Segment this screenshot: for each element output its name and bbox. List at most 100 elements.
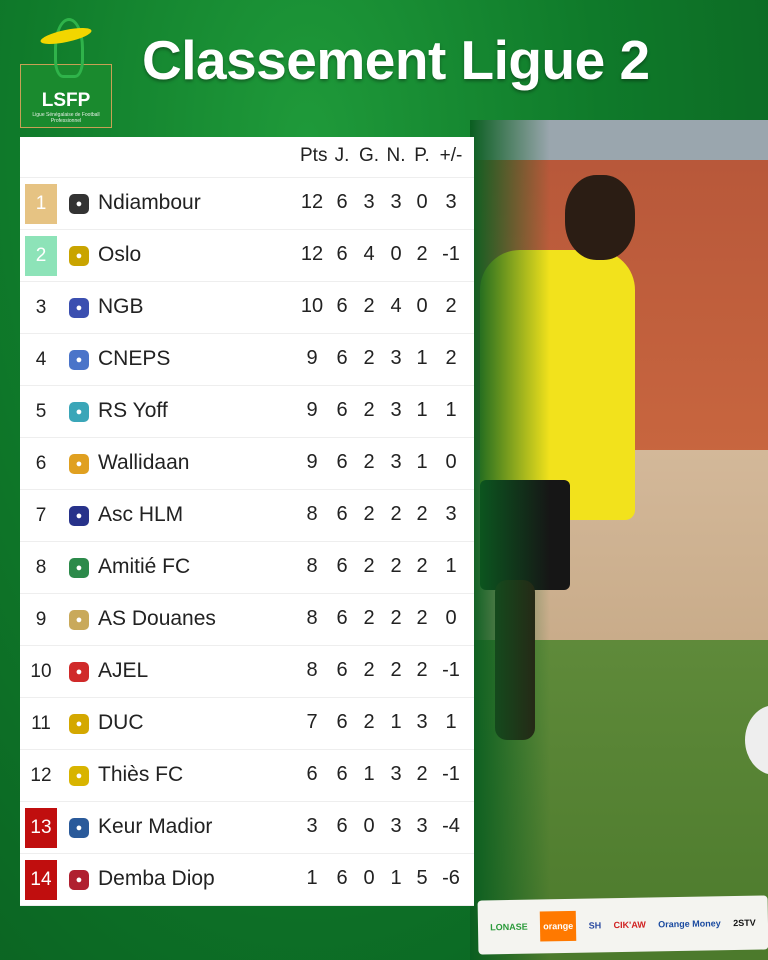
stat-cell: 3 <box>390 451 402 473</box>
stat-cell: 2 <box>390 555 402 577</box>
stat-cell: 6 <box>336 347 348 369</box>
team-crest-icon: ● <box>69 818 89 838</box>
stat-cell: 2 <box>416 763 428 785</box>
stat-cell: 0 <box>363 815 375 837</box>
team-name: Keur Madior <box>98 815 213 838</box>
rank: 8 <box>35 557 47 578</box>
team-crest-icon: ● <box>69 714 89 734</box>
stat-cell: 2 <box>363 347 375 369</box>
rank: 10 <box>30 661 52 682</box>
stat-cell: 3 <box>390 815 402 837</box>
table-row: 2 ● Oslo 12 6 4 0 2 -1 <box>20 230 474 282</box>
stat-cell: 6 <box>336 555 348 577</box>
stat-cell: 12 <box>300 191 324 213</box>
stat-cell: 2 <box>416 243 428 265</box>
stat-cell: 3 <box>390 763 402 785</box>
table-row: 9 ● AS Douanes 8 6 2 2 2 0 <box>20 594 474 646</box>
stat-cell: 6 <box>336 659 348 681</box>
team-crest-icon: ● <box>69 610 89 630</box>
table-row: 8 ● Amitié FC 8 6 2 2 2 1 <box>20 542 474 594</box>
stat-cell: 1 <box>416 451 428 473</box>
rank: 9 <box>35 609 47 630</box>
stat-cell: 4 <box>363 243 375 265</box>
team-name: AJEL <box>98 659 149 682</box>
stat-cell: 2 <box>363 711 375 733</box>
stat-cell: 3 <box>416 815 428 837</box>
team-crest-icon: ● <box>69 350 89 370</box>
stat-cell: -1 <box>442 659 460 681</box>
stat-cell: 2 <box>363 503 375 525</box>
table-row: 11 ● DUC 7 6 2 1 3 1 <box>20 698 474 750</box>
table-row: 5 ● RS Yoff 9 6 2 3 1 1 <box>20 386 474 438</box>
stat-cell: 6 <box>336 711 348 733</box>
sponsor-logo: orange <box>539 910 577 942</box>
rank: 13 <box>25 808 57 848</box>
rank: 11 <box>31 713 51 734</box>
sponsor-logo: Orange Money <box>658 918 721 930</box>
stat-cell: 1 <box>416 347 428 369</box>
stat-cell: 3 <box>306 815 318 837</box>
stat-cell: 6 <box>336 191 348 213</box>
stat-cell: 2 <box>363 399 375 421</box>
table-row: 4 ● CNEPS 9 6 2 3 1 2 <box>20 334 474 386</box>
stat-cell: 4 <box>390 295 402 317</box>
lsfp-logo: LSFP Ligue Sénégalaise de Football Profe… <box>20 16 112 128</box>
team-crest-icon: ● <box>69 454 89 474</box>
stat-cell: 12 <box>300 243 324 265</box>
stat-cell: 2 <box>390 659 402 681</box>
team-crest-icon: ● <box>69 766 89 786</box>
standings-table: Pts J. G. N. P. +/- 1 ● Ndiambour 12 6 3 3 0 3 2 ● Oslo 1… <box>20 137 474 906</box>
team-name: NGB <box>98 295 144 318</box>
stat-cell: 5 <box>416 867 428 889</box>
sponsor-logo: SH <box>588 920 602 931</box>
stat-cell: 0 <box>363 867 375 889</box>
stat-cell: 0 <box>416 191 428 213</box>
table-row: 6 ● Wallidaan 9 6 2 3 1 0 <box>20 438 474 490</box>
stat-cell: 3 <box>390 399 402 421</box>
stat-cell: 2 <box>363 295 375 317</box>
rank: 6 <box>35 453 47 474</box>
team-crest-icon: ● <box>69 870 89 890</box>
stat-cell: 10 <box>300 295 324 317</box>
stat-cell: 6 <box>306 763 318 785</box>
sponsor-banner: LONASE orange SH CIK'AW Orange Money 2STV <box>477 895 768 955</box>
stat-cell: 8 <box>306 555 318 577</box>
team-name: Asc HLM <box>98 503 184 526</box>
stat-cell: 2 <box>416 503 428 525</box>
team-crest-icon: ● <box>69 506 89 526</box>
stat-cell: 0 <box>390 243 402 265</box>
column-header: P. <box>414 145 430 166</box>
team-name: Ndiambour <box>98 191 201 214</box>
team-name: Thiès FC <box>98 763 184 786</box>
stat-cell: 2 <box>363 555 375 577</box>
team-crest-icon: ● <box>69 194 89 214</box>
stat-cell: 3 <box>363 191 375 213</box>
stat-cell: 1 <box>363 763 375 785</box>
stat-cell: 6 <box>336 815 348 837</box>
rank: 1 <box>25 184 57 224</box>
stat-cell: 1 <box>306 867 318 889</box>
table-row: 7 ● Asc HLM 8 6 2 2 2 3 <box>20 490 474 542</box>
stat-cell: 3 <box>416 711 428 733</box>
stat-cell: 8 <box>306 503 318 525</box>
stat-cell: 2 <box>390 607 402 629</box>
sponsor-logo: CIK'AW <box>613 919 646 931</box>
team-name: AS Douanes <box>98 607 216 630</box>
stat-cell: 2 <box>363 659 375 681</box>
stat-cell: 3 <box>390 347 402 369</box>
column-header: N. <box>386 145 406 166</box>
column-header: +/- <box>439 145 463 166</box>
stat-cell: 2 <box>416 555 428 577</box>
sponsor-logo: LONASE <box>490 921 528 933</box>
stat-cell: 2 <box>445 295 457 317</box>
stat-cell: 1 <box>416 399 428 421</box>
stat-cell: 6 <box>336 607 348 629</box>
stat-cell: 1 <box>445 555 457 577</box>
sponsor-logo: 2STV <box>733 917 756 929</box>
team-name: Amitié FC <box>98 555 191 578</box>
team-name: RS Yoff <box>98 399 168 422</box>
column-header: J. <box>334 145 350 166</box>
stat-cell: 0 <box>416 295 428 317</box>
team-name: Oslo <box>98 243 142 266</box>
stat-cell: 6 <box>336 451 348 473</box>
